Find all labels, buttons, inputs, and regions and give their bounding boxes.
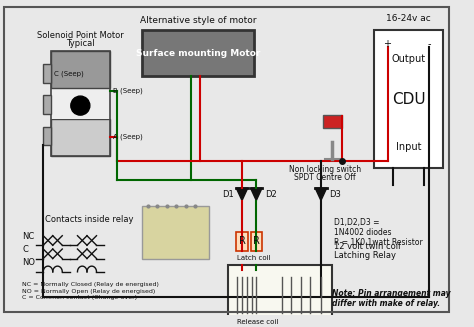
Text: Release coil: Release coil: [237, 319, 279, 325]
Text: Output: Output: [392, 54, 426, 64]
Text: -: -: [428, 39, 431, 49]
Bar: [323, 115, 342, 128]
Text: R: R: [238, 236, 246, 247]
Bar: [51, 51, 110, 88]
Text: Input: Input: [396, 142, 421, 152]
Text: Solenoid Point Motor: Solenoid Point Motor: [37, 31, 124, 41]
Bar: [228, 265, 332, 318]
Bar: [51, 88, 110, 119]
Text: D1,D2,D3 =
1N4002 diodes
R = 1K0 1watt Resistor: D1,D2,D3 = 1N4002 diodes R = 1K0 1watt R…: [334, 218, 423, 248]
Polygon shape: [315, 188, 327, 200]
Text: C (Seep): C (Seep): [54, 71, 83, 77]
Text: 12 volt twin coil: 12 volt twin coil: [334, 242, 401, 251]
Text: Latch coil: Latch coil: [237, 255, 271, 262]
Bar: [43, 64, 51, 83]
Bar: [51, 119, 110, 156]
Text: Latching Relay: Latching Relay: [334, 250, 396, 260]
Text: +: +: [383, 39, 392, 49]
Text: NO = Normally Open (Relay de energised): NO = Normally Open (Relay de energised): [22, 289, 155, 294]
Bar: [237, 232, 248, 251]
Text: Alternative style of motor: Alternative style of motor: [140, 16, 256, 25]
Bar: [43, 127, 51, 146]
Text: Note: Pin arrangement may
differ with make of relay.: Note: Pin arrangement may differ with ma…: [332, 289, 451, 308]
Text: D1: D1: [222, 190, 234, 199]
Text: B (Seep): B (Seep): [113, 88, 142, 94]
Text: Contacts inside relay: Contacts inside relay: [45, 215, 133, 224]
Text: SPDT Centre Off: SPDT Centre Off: [294, 173, 356, 181]
Bar: [142, 30, 255, 76]
Bar: [374, 30, 443, 168]
Text: Typical: Typical: [66, 39, 95, 48]
Text: C = Common contact (Change-over): C = Common contact (Change-over): [22, 295, 137, 301]
Circle shape: [71, 96, 90, 115]
Text: Surface mounting Motor: Surface mounting Motor: [136, 49, 260, 58]
Text: D3: D3: [329, 190, 341, 199]
Text: CDU: CDU: [392, 92, 425, 107]
Bar: [43, 95, 51, 114]
Text: D2: D2: [265, 190, 277, 199]
Text: NO: NO: [22, 258, 35, 267]
Polygon shape: [237, 188, 248, 200]
Text: Non locking switch: Non locking switch: [289, 165, 361, 174]
Bar: [251, 232, 262, 251]
Bar: [142, 206, 209, 259]
Text: A (Seep): A (Seep): [113, 134, 142, 140]
Text: 16-24v ac: 16-24v ac: [386, 14, 431, 23]
Text: NC: NC: [22, 232, 35, 241]
Polygon shape: [251, 188, 262, 200]
Text: R: R: [253, 236, 260, 247]
Text: C: C: [22, 245, 28, 254]
Text: NC = Normally Closed (Relay de energised): NC = Normally Closed (Relay de energised…: [22, 282, 159, 287]
Bar: [51, 51, 110, 156]
